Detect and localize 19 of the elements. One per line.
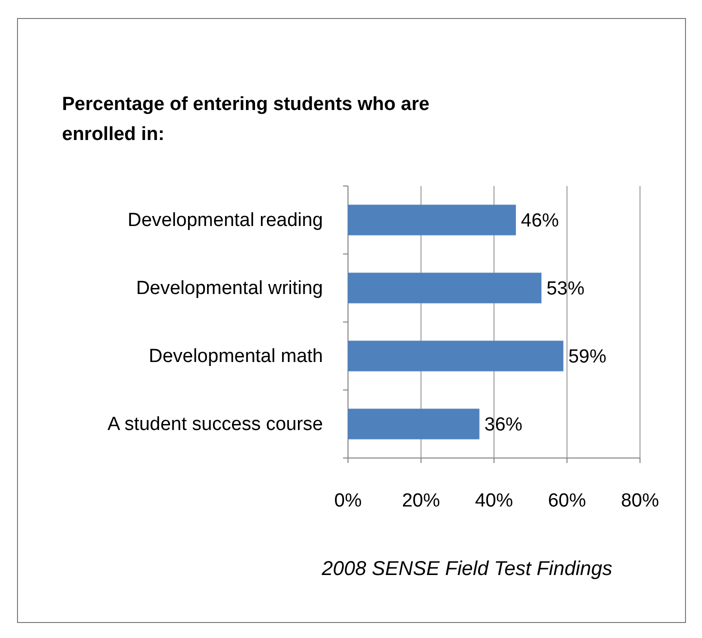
x-tick-label: 60% bbox=[548, 490, 586, 512]
y-tick-label: Developmental reading bbox=[128, 210, 323, 232]
data-label: 53% bbox=[546, 278, 585, 300]
bar bbox=[348, 408, 480, 440]
x-tick-label: 0% bbox=[334, 490, 362, 512]
data-label: 36% bbox=[484, 414, 523, 436]
y-tick-label: Developmental writing bbox=[136, 278, 323, 300]
data-label: 59% bbox=[568, 346, 606, 368]
y-tick-label: A student success course bbox=[108, 414, 323, 436]
bar bbox=[348, 272, 542, 304]
bar bbox=[348, 204, 516, 236]
y-tick-label: Developmental math bbox=[148, 346, 323, 368]
chart-title: Percentage of entering students who are enrolled in: bbox=[62, 94, 430, 145]
text: 2008 SENSE Field Test Findings bbox=[320, 558, 612, 580]
x-tick-label: 40% bbox=[474, 490, 514, 512]
data-label: 46% bbox=[520, 210, 560, 232]
x-tick-label: 20% bbox=[402, 490, 440, 512]
x-tick-label: 80% bbox=[620, 490, 660, 512]
bar bbox=[348, 340, 564, 372]
